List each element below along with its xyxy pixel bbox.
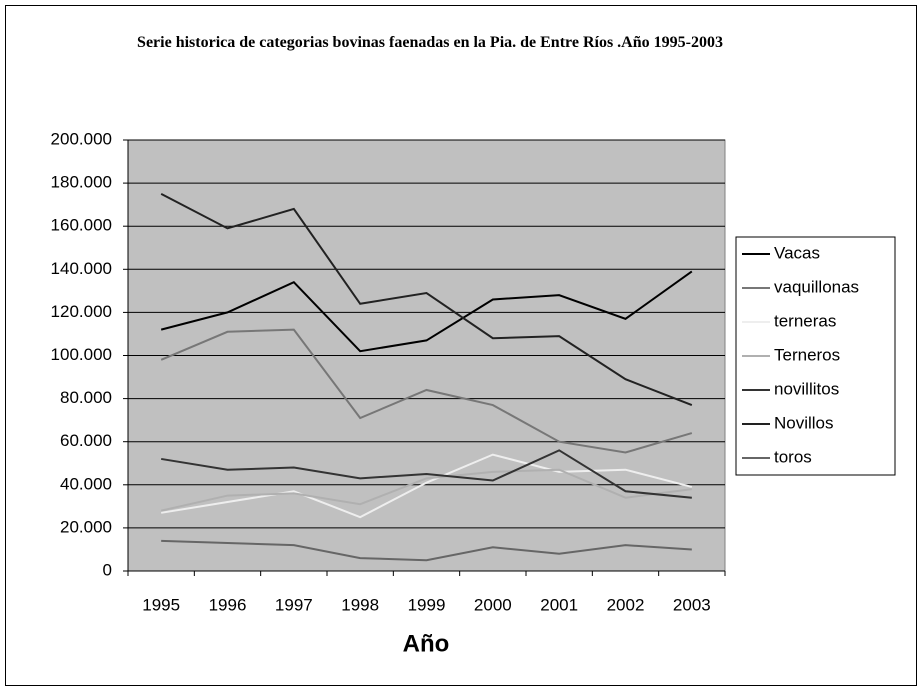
y-tick-label: 60.000 — [60, 431, 112, 450]
y-tick-label: 120.000 — [51, 302, 112, 321]
legend-label: toros — [774, 447, 812, 466]
y-tick-label: 40.000 — [60, 474, 112, 493]
series-line — [160, 192, 693, 406]
x-tick-label: 1996 — [209, 595, 247, 614]
legend-label: Vacas — [774, 243, 820, 262]
x-tick-label: 2001 — [540, 595, 578, 614]
y-tick-label: 160.000 — [51, 216, 112, 235]
y-tick-label: 80.000 — [60, 388, 112, 407]
y-tick-label: 20.000 — [60, 517, 112, 536]
y-tick-label: 140.000 — [51, 259, 112, 278]
series-line — [161, 453, 693, 519]
x-axis-label: Año — [403, 630, 450, 657]
chart-title: Serie historica de categorias bovinas fa… — [137, 34, 723, 51]
y-tick-label: 100.000 — [51, 345, 112, 364]
y-tick-label: 180.000 — [51, 173, 112, 192]
series-line — [160, 328, 693, 454]
legend-label: novillitos — [774, 379, 839, 398]
x-tick-label: 2002 — [607, 595, 645, 614]
y-tick-label: 0 — [103, 560, 112, 579]
x-tick-label: 2000 — [474, 595, 512, 614]
legend-label: Terneros — [774, 345, 840, 364]
x-tick-label: 1998 — [341, 595, 379, 614]
legend-label: terneras — [774, 311, 836, 330]
series-line — [161, 449, 692, 499]
y-tick-label: 200.000 — [51, 129, 112, 148]
x-tick-label: 1999 — [408, 595, 446, 614]
legend-label: vaquillonas — [774, 277, 859, 296]
x-tick-label: 1997 — [275, 595, 313, 614]
x-tick-label: 2003 — [673, 595, 711, 614]
series-line — [160, 270, 693, 353]
x-tick-label: 1995 — [142, 595, 180, 614]
legend-label: Novillos — [774, 413, 834, 432]
series-line — [160, 468, 692, 512]
series-line — [161, 539, 692, 562]
